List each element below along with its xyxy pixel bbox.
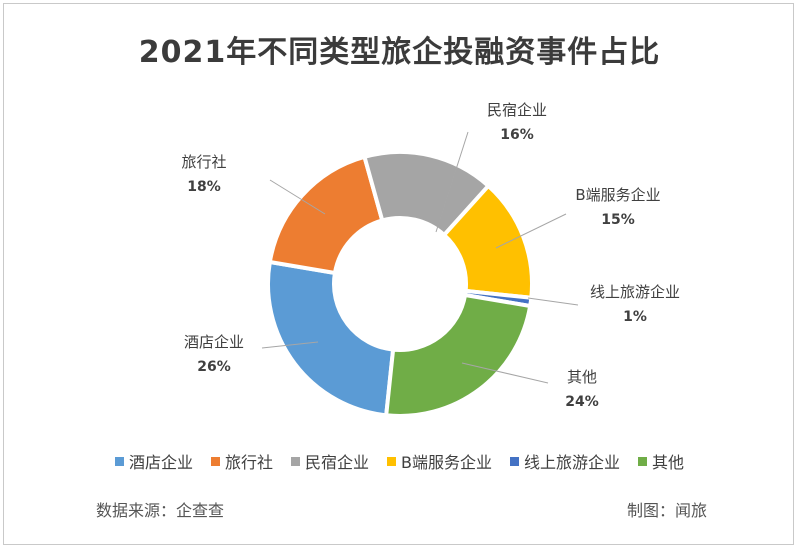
legend-swatch-3	[291, 456, 300, 466]
legend-item-5: 线上旅游企业	[510, 449, 620, 473]
legend-item-2: 旅行社	[210, 449, 273, 473]
legend-swatch-2	[210, 456, 220, 466]
legend-item-1: 酒店企业	[114, 449, 193, 473]
data-label-category-2: 旅行社	[181, 153, 226, 171]
legend-item-6: 其他	[638, 449, 684, 473]
data-source: 数据来源：企查查	[96, 501, 225, 520]
legend-label-5: 线上旅游企业	[524, 453, 621, 472]
leader-lines	[261, 131, 579, 384]
donut-slice-2	[267, 154, 385, 276]
legend-label-3: 民宿企业	[305, 453, 370, 472]
data-label-category-4: B端服务企业	[575, 186, 660, 204]
data-label-value-6: 24%	[565, 394, 599, 410]
donut-slices	[266, 150, 534, 418]
chart-frame	[3, 3, 794, 545]
data-label-category-3: 民宿企业	[487, 101, 547, 119]
data-label-value-4: 15%	[601, 212, 635, 228]
leader-line-4	[495, 213, 567, 249]
legend-item-4: B端服务企业	[387, 449, 492, 473]
data-label-category-5: 线上旅游企业	[590, 283, 680, 301]
legend-swatch-4	[387, 456, 397, 466]
legend-swatch-6	[638, 456, 648, 466]
data-label-category-1: 酒店企业	[184, 333, 244, 351]
data-label-value-3: 16%	[500, 127, 534, 143]
leader-line-1	[261, 341, 319, 349]
leader-line-5	[527, 297, 579, 306]
leader-line-2	[269, 179, 326, 215]
leader-line-6	[461, 362, 549, 384]
donut-slice-6	[384, 292, 533, 418]
data-label-value-5: 1%	[623, 309, 647, 325]
data-labels: 酒店企业 26% 旅行社 18% 民宿企业 16% B端服务企业 15% 线上旅游企业 1% 其他 2…	[181, 101, 680, 410]
legend-label-1: 酒店企业	[128, 453, 193, 472]
chart-legend: 酒店企业 旅行社 民宿企业 B端服务企业 线上旅游企业 其他	[0, 449, 799, 473]
chart-title: 2021年不同类型旅企投融资事件占比	[138, 35, 661, 70]
legend-label-4: B端服务企业	[401, 453, 492, 472]
data-label-value-2: 18%	[187, 179, 221, 195]
legend-label-2: 旅行社	[224, 453, 273, 472]
chart-credit: 制图：闻旅	[626, 501, 707, 520]
legend-item-3: 民宿企业	[291, 449, 369, 473]
data-label-category-6: 其他	[567, 368, 597, 386]
legend-swatch-5	[510, 456, 519, 466]
legend-swatch-1	[114, 456, 124, 466]
legend-label-6: 其他	[652, 453, 685, 472]
leader-line-3	[435, 131, 469, 233]
data-label-value-1: 26%	[197, 359, 231, 375]
donut-slice-1	[266, 259, 396, 418]
